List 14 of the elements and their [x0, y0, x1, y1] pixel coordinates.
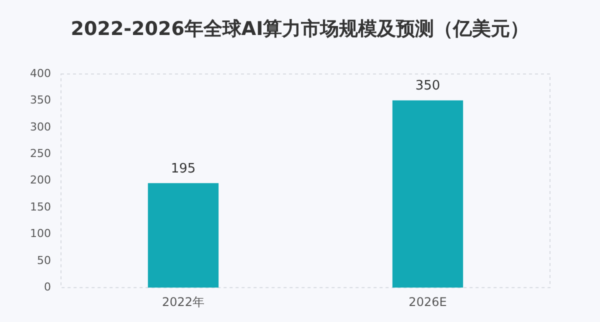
data-label: 350: [415, 78, 440, 94]
x-tick-label: 2026E: [408, 294, 447, 309]
y-tick-label: 400: [30, 66, 51, 80]
y-tick-label: 200: [30, 174, 51, 187]
y-tick-label: 50: [36, 254, 51, 267]
data-label: 195: [170, 161, 196, 176]
y-tick-label: 350: [30, 94, 51, 107]
y-tick-label: 250: [30, 146, 51, 160]
y-tick-label: 100: [30, 227, 51, 240]
y-tick-label: 300: [30, 120, 51, 134]
chart-title: 2022-2026年全球AI算力市场规模及预测（亿美元）: [70, 17, 530, 42]
y-tick-label: 0: [44, 280, 51, 294]
x-tick-label: 2022年: [162, 294, 205, 309]
y-tick-label: 150: [30, 200, 51, 214]
